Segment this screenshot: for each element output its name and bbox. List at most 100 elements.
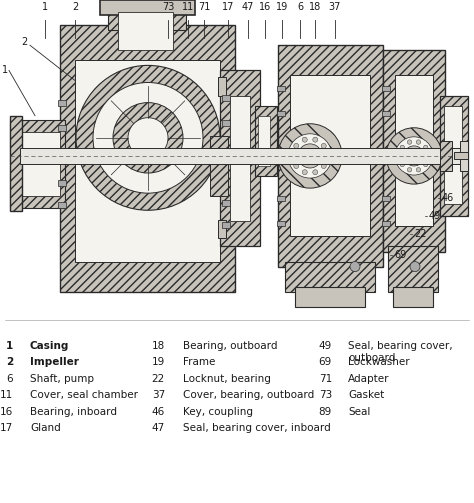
Bar bbox=[10, 120, 65, 208]
Circle shape bbox=[313, 137, 318, 142]
Text: Cover, seal chamber: Cover, seal chamber bbox=[30, 390, 138, 400]
Circle shape bbox=[298, 144, 322, 168]
Text: 1: 1 bbox=[42, 2, 48, 12]
Bar bbox=[440, 141, 452, 171]
Bar bbox=[222, 200, 230, 206]
Text: Locknut, bearing: Locknut, bearing bbox=[183, 374, 271, 384]
Bar bbox=[290, 75, 370, 236]
Circle shape bbox=[400, 162, 404, 166]
Text: 37: 37 bbox=[152, 390, 165, 400]
Text: Lockwasher: Lockwasher bbox=[348, 358, 410, 367]
Text: 49: 49 bbox=[429, 211, 441, 221]
Text: 16: 16 bbox=[259, 2, 271, 12]
Bar bbox=[383, 50, 445, 252]
Circle shape bbox=[424, 162, 428, 166]
Text: 17: 17 bbox=[222, 2, 234, 12]
Text: 1: 1 bbox=[2, 65, 8, 75]
Bar bbox=[20, 148, 462, 164]
Text: 18: 18 bbox=[152, 341, 165, 351]
Text: Bearing, inboard: Bearing, inboard bbox=[30, 407, 117, 417]
Text: Gasket: Gasket bbox=[348, 390, 384, 400]
Bar bbox=[18, 132, 60, 196]
Text: 2: 2 bbox=[6, 358, 13, 367]
Circle shape bbox=[407, 167, 412, 172]
Bar bbox=[222, 95, 230, 101]
Bar bbox=[454, 152, 468, 159]
Bar bbox=[255, 106, 277, 176]
Bar bbox=[58, 125, 66, 131]
Bar bbox=[218, 77, 226, 96]
Bar bbox=[58, 100, 66, 106]
Text: 46: 46 bbox=[442, 193, 454, 203]
Text: 22: 22 bbox=[152, 374, 165, 384]
Bar bbox=[295, 287, 365, 307]
Text: Seal: Seal bbox=[348, 407, 370, 417]
Circle shape bbox=[400, 145, 404, 149]
Circle shape bbox=[113, 103, 183, 173]
Text: 19: 19 bbox=[276, 2, 288, 12]
Bar bbox=[277, 196, 285, 201]
Circle shape bbox=[294, 163, 299, 169]
Text: 47: 47 bbox=[242, 2, 254, 12]
Circle shape bbox=[410, 262, 420, 272]
Text: Bearing, outboard: Bearing, outboard bbox=[183, 341, 277, 351]
Text: 73: 73 bbox=[319, 390, 332, 400]
Circle shape bbox=[76, 65, 220, 210]
Text: 73: 73 bbox=[162, 2, 174, 12]
Text: 69: 69 bbox=[394, 249, 406, 260]
Bar bbox=[278, 45, 383, 267]
Text: 46: 46 bbox=[152, 407, 165, 417]
Text: 37: 37 bbox=[329, 2, 341, 12]
Bar bbox=[222, 120, 230, 126]
Text: Impeller: Impeller bbox=[30, 358, 79, 367]
Circle shape bbox=[313, 170, 318, 175]
Bar bbox=[388, 246, 438, 292]
Text: Casing: Casing bbox=[30, 341, 69, 351]
Circle shape bbox=[424, 145, 428, 149]
Text: Gland: Gland bbox=[30, 424, 61, 434]
Bar bbox=[258, 116, 270, 166]
Bar bbox=[118, 12, 173, 50]
Circle shape bbox=[407, 140, 412, 144]
Circle shape bbox=[288, 134, 332, 178]
Circle shape bbox=[397, 154, 401, 158]
Bar bbox=[393, 287, 433, 307]
Circle shape bbox=[321, 163, 326, 169]
Text: 17: 17 bbox=[0, 424, 13, 434]
Bar bbox=[440, 96, 468, 216]
Text: 89: 89 bbox=[319, 407, 332, 417]
Text: 6: 6 bbox=[297, 2, 303, 12]
Bar bbox=[382, 86, 390, 91]
Bar bbox=[100, 0, 195, 15]
Bar bbox=[382, 196, 390, 201]
Text: 18: 18 bbox=[309, 2, 321, 12]
Text: 49: 49 bbox=[319, 341, 332, 351]
Text: Adapter: Adapter bbox=[348, 374, 390, 384]
Circle shape bbox=[93, 82, 203, 193]
Circle shape bbox=[321, 143, 326, 148]
Bar bbox=[285, 262, 375, 292]
Circle shape bbox=[409, 151, 419, 161]
Circle shape bbox=[128, 118, 168, 158]
Circle shape bbox=[395, 137, 433, 175]
Bar bbox=[108, 5, 186, 30]
Bar bbox=[277, 111, 285, 116]
Bar bbox=[75, 60, 220, 262]
Bar bbox=[382, 111, 390, 116]
Text: 2: 2 bbox=[72, 2, 78, 12]
Circle shape bbox=[386, 128, 442, 184]
Text: 69: 69 bbox=[319, 358, 332, 367]
Text: 11: 11 bbox=[0, 390, 13, 400]
Bar bbox=[218, 220, 226, 238]
Text: Shaft, pump: Shaft, pump bbox=[30, 374, 94, 384]
Circle shape bbox=[294, 143, 299, 148]
Text: 71: 71 bbox=[319, 374, 332, 384]
Text: 1: 1 bbox=[6, 341, 13, 351]
Bar bbox=[277, 221, 285, 226]
Text: Seal, bearing cover,
outboard: Seal, bearing cover, outboard bbox=[348, 341, 453, 363]
Text: 19: 19 bbox=[152, 358, 165, 367]
Bar bbox=[230, 96, 250, 221]
Circle shape bbox=[302, 137, 307, 142]
Circle shape bbox=[278, 124, 342, 188]
Circle shape bbox=[291, 153, 295, 158]
